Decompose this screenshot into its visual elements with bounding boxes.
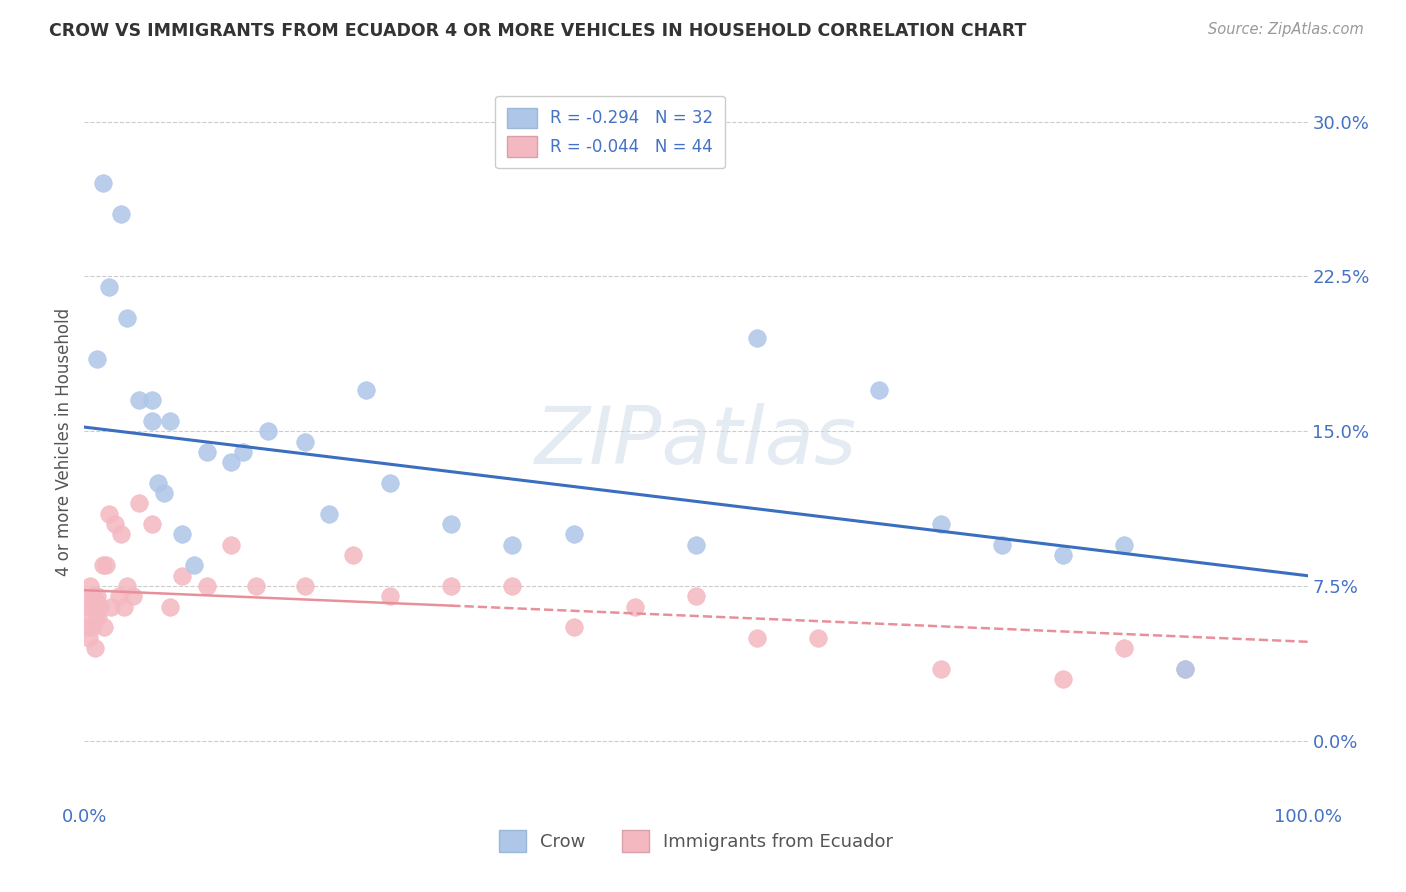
Point bbox=[380, 590, 402, 604]
Point bbox=[141, 414, 163, 428]
Point bbox=[380, 475, 402, 490]
Point bbox=[86, 590, 108, 604]
Point bbox=[747, 331, 769, 345]
Point bbox=[97, 279, 120, 293]
Text: CROW VS IMMIGRANTS FROM ECUADOR 4 OR MORE VEHICLES IN HOUSEHOLD CORRELATION CHAR: CROW VS IMMIGRANTS FROM ECUADOR 4 OR MOR… bbox=[49, 22, 1026, 40]
Point bbox=[77, 599, 100, 614]
Point bbox=[128, 393, 150, 408]
Point bbox=[195, 579, 218, 593]
Point bbox=[100, 599, 122, 614]
Point bbox=[96, 558, 118, 573]
Point bbox=[257, 424, 280, 438]
Point bbox=[502, 579, 524, 593]
Point bbox=[107, 590, 129, 604]
Point bbox=[153, 486, 176, 500]
Point bbox=[159, 414, 181, 428]
Point bbox=[115, 310, 138, 325]
Point bbox=[172, 568, 194, 582]
Point bbox=[624, 599, 647, 614]
Point bbox=[110, 207, 132, 221]
Point bbox=[183, 558, 205, 573]
Point bbox=[146, 475, 169, 490]
Point bbox=[1052, 548, 1074, 562]
Point bbox=[502, 538, 524, 552]
Point bbox=[747, 631, 769, 645]
Point bbox=[1174, 662, 1197, 676]
Point bbox=[318, 507, 340, 521]
Point bbox=[685, 538, 707, 552]
Point bbox=[83, 599, 105, 614]
Point bbox=[87, 599, 110, 614]
Point bbox=[1114, 640, 1136, 655]
Point bbox=[104, 517, 127, 532]
Point bbox=[76, 620, 98, 634]
Point bbox=[84, 640, 107, 655]
Point bbox=[172, 527, 194, 541]
Point bbox=[128, 496, 150, 510]
Point bbox=[562, 527, 585, 541]
Point bbox=[440, 517, 463, 532]
Point bbox=[342, 548, 364, 562]
Legend: Crow, Immigrants from Ecuador: Crow, Immigrants from Ecuador bbox=[492, 822, 900, 859]
Point bbox=[294, 579, 316, 593]
Point bbox=[440, 579, 463, 593]
Y-axis label: 4 or more Vehicles in Household: 4 or more Vehicles in Household bbox=[55, 308, 73, 575]
Point bbox=[87, 610, 110, 624]
Point bbox=[159, 599, 181, 614]
Point bbox=[97, 507, 120, 521]
Point bbox=[86, 351, 108, 366]
Point bbox=[929, 517, 952, 532]
Point bbox=[79, 579, 101, 593]
Point bbox=[354, 383, 377, 397]
Point bbox=[112, 599, 135, 614]
Point bbox=[807, 631, 830, 645]
Point bbox=[929, 662, 952, 676]
Point bbox=[1114, 538, 1136, 552]
Point bbox=[77, 631, 100, 645]
Point bbox=[991, 538, 1014, 552]
Text: Source: ZipAtlas.com: Source: ZipAtlas.com bbox=[1208, 22, 1364, 37]
Point bbox=[562, 620, 585, 634]
Point bbox=[232, 445, 254, 459]
Point bbox=[115, 579, 138, 593]
Point bbox=[93, 620, 115, 634]
Point bbox=[91, 558, 114, 573]
Point bbox=[89, 599, 111, 614]
Point bbox=[869, 383, 891, 397]
Point bbox=[1174, 662, 1197, 676]
Point bbox=[91, 177, 114, 191]
Point bbox=[122, 590, 145, 604]
Point bbox=[685, 590, 707, 604]
Point bbox=[80, 620, 103, 634]
Point bbox=[245, 579, 267, 593]
Point bbox=[219, 455, 242, 469]
Point bbox=[141, 517, 163, 532]
Point bbox=[141, 393, 163, 408]
Point bbox=[110, 527, 132, 541]
Point bbox=[79, 599, 101, 614]
Point bbox=[195, 445, 218, 459]
Point bbox=[82, 590, 104, 604]
Point bbox=[219, 538, 242, 552]
Point bbox=[294, 434, 316, 449]
Point bbox=[1052, 672, 1074, 686]
Text: ZIPatlas: ZIPatlas bbox=[534, 402, 858, 481]
